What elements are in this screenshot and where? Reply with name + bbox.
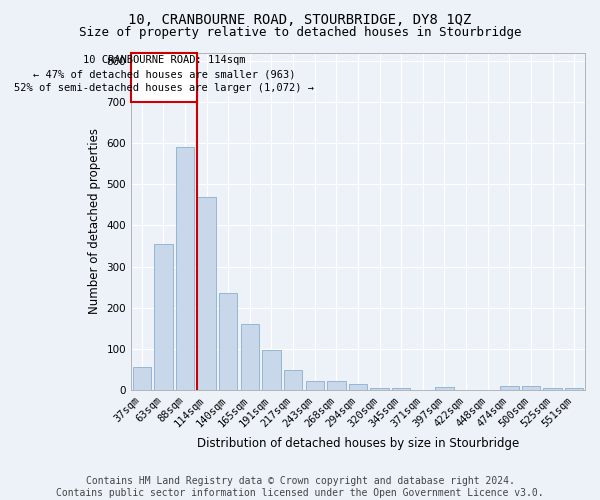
Bar <box>305 381 324 390</box>
Bar <box>500 386 518 390</box>
Bar <box>370 388 389 390</box>
Text: Contains HM Land Registry data © Crown copyright and database right 2024.
Contai: Contains HM Land Registry data © Crown c… <box>56 476 544 498</box>
Bar <box>565 388 583 390</box>
Bar <box>435 387 454 390</box>
X-axis label: Distribution of detached houses by size in Stourbridge: Distribution of detached houses by size … <box>197 437 519 450</box>
Bar <box>133 366 151 390</box>
Bar <box>522 386 540 390</box>
Bar <box>349 384 367 390</box>
FancyBboxPatch shape <box>131 54 197 102</box>
Bar <box>327 381 346 390</box>
Bar <box>241 324 259 390</box>
Bar <box>176 147 194 390</box>
Text: 10 CRANBOURNE ROAD: 114sqm: 10 CRANBOURNE ROAD: 114sqm <box>83 56 245 66</box>
Bar <box>154 244 173 390</box>
Bar <box>262 350 281 390</box>
Bar <box>392 388 410 390</box>
Bar <box>544 388 562 390</box>
Text: 10, CRANBOURNE ROAD, STOURBRIDGE, DY8 1QZ: 10, CRANBOURNE ROAD, STOURBRIDGE, DY8 1Q… <box>128 12 472 26</box>
Bar <box>219 294 238 390</box>
Text: ← 47% of detached houses are smaller (963): ← 47% of detached houses are smaller (96… <box>33 70 295 80</box>
Y-axis label: Number of detached properties: Number of detached properties <box>88 128 101 314</box>
Bar <box>197 196 216 390</box>
Text: 52% of semi-detached houses are larger (1,072) →: 52% of semi-detached houses are larger (… <box>14 83 314 93</box>
Text: Size of property relative to detached houses in Stourbridge: Size of property relative to detached ho… <box>79 26 521 39</box>
Bar <box>284 370 302 390</box>
